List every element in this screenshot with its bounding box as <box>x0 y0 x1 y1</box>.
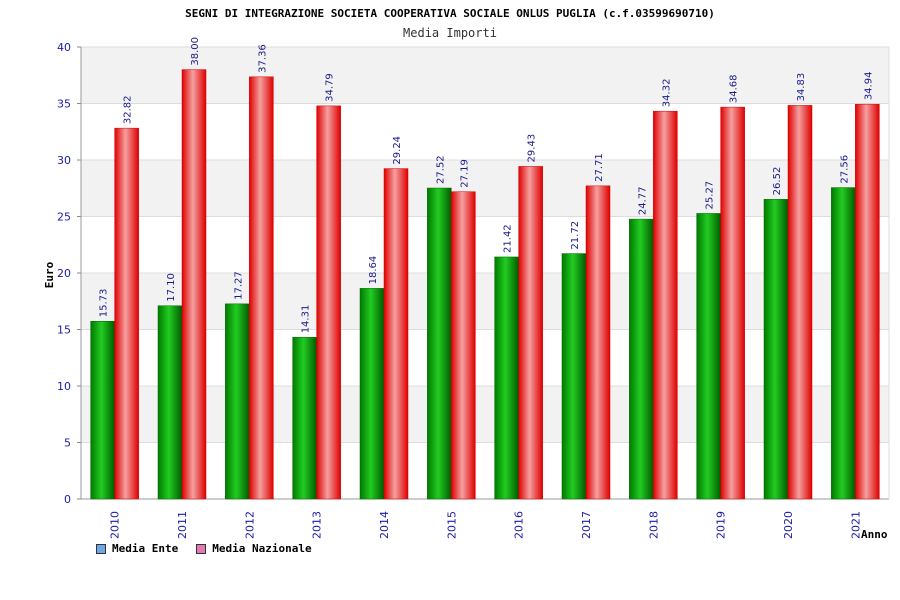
data-label-media-ente: 21.72 <box>570 221 581 250</box>
data-label-media-ente: 27.52 <box>435 155 446 184</box>
data-label-media-nazionale: 27.19 <box>459 159 470 188</box>
data-label-media-ente: 15.73 <box>99 289 110 318</box>
data-label-media-ente: 26.52 <box>772 167 783 196</box>
x-tick-label: 2016 <box>513 511 526 539</box>
bar-media-nazionale <box>720 106 745 500</box>
bar-media-nazionale <box>181 69 207 500</box>
bar-media-ente <box>763 199 789 500</box>
bar-media-ente <box>157 305 183 500</box>
bar-media-ente <box>359 288 385 500</box>
legend-item-nazionale: Media Nazionale <box>196 542 312 555</box>
data-label-media-nazionale: 34.83 <box>796 73 807 102</box>
data-label-media-ente: 27.56 <box>839 155 850 184</box>
y-axis-label: Euro <box>43 261 56 288</box>
grid-band <box>81 386 889 443</box>
data-label-media-ente: 18.64 <box>368 256 379 285</box>
bar-media-nazionale <box>518 166 543 500</box>
data-label-media-nazionale: 37.36 <box>257 44 268 73</box>
x-tick-label: 2018 <box>647 511 660 539</box>
legend-swatch-ente <box>96 543 106 554</box>
bar-media-nazionale <box>451 191 476 500</box>
bar-media-ente <box>629 218 654 500</box>
y-tick-label: 10 <box>57 380 71 393</box>
grid-band <box>81 273 889 330</box>
x-tick-label: 2015 <box>445 511 458 539</box>
data-label-media-ente: 24.77 <box>637 186 648 215</box>
x-tick-label: 2013 <box>311 511 324 539</box>
data-label-media-nazionale: 34.94 <box>863 72 874 101</box>
grid-band <box>81 160 889 217</box>
data-label-media-ente: 25.27 <box>705 181 716 210</box>
x-tick-label: 2011 <box>176 511 189 539</box>
bar-media-nazionale <box>114 127 139 500</box>
bar-media-nazionale <box>855 103 880 500</box>
bar-media-ente <box>696 213 721 500</box>
x-tick-label: 2010 <box>109 511 122 539</box>
y-tick-label: 40 <box>57 41 71 54</box>
x-tick-label: 2020 <box>782 511 795 539</box>
bar-media-ente <box>561 253 587 500</box>
data-label-media-nazionale: 29.24 <box>392 136 403 165</box>
x-tick-label: 2021 <box>849 511 862 539</box>
bar-media-nazionale <box>787 105 813 500</box>
data-label-media-nazionale: 29.43 <box>527 134 538 163</box>
data-label-media-nazionale: 34.79 <box>325 73 336 102</box>
data-label-media-ente: 17.10 <box>166 273 177 302</box>
legend: Media Ente Media Nazionale <box>96 542 312 555</box>
data-label-media-ente: 17.27 <box>233 271 244 300</box>
x-axis-label: Anno <box>861 528 888 541</box>
chart-title: SEGNI DI INTEGRAZIONE SOCIETA COOPERATIV… <box>185 7 715 20</box>
data-label-media-nazionale: 27.71 <box>594 153 605 182</box>
bar-media-ente <box>292 337 317 500</box>
bar-media-ente <box>225 303 250 500</box>
y-tick-label: 30 <box>57 154 71 167</box>
legend-label-ente: Media Ente <box>112 542 179 555</box>
bar-media-ente <box>831 187 856 500</box>
legend-label-nazionale: Media Nazionale <box>212 542 312 555</box>
plot-area: 0 5 10 15 20 25 30 35 40 15.73 32.82 2010 17.10 38.00… <box>57 37 890 539</box>
y-tick-label: 15 <box>57 324 71 337</box>
x-tick-label: 2012 <box>243 511 256 539</box>
bar-media-nazionale <box>316 105 341 500</box>
legend-swatch-nazionale <box>196 543 207 554</box>
y-tick-label: 0 <box>64 493 71 506</box>
bar-media-nazionale <box>585 185 611 500</box>
chart-subtitle: Media Importi <box>403 26 497 40</box>
bar-media-nazionale <box>383 168 409 500</box>
y-tick-label: 5 <box>64 437 71 450</box>
x-tick-label: 2014 <box>378 511 391 539</box>
bar-media-ente <box>90 321 115 500</box>
data-label-media-ente: 21.42 <box>503 224 514 253</box>
x-tick-label: 2019 <box>715 511 728 539</box>
y-tick-label: 20 <box>57 267 71 280</box>
grid-band <box>81 47 889 104</box>
data-label-media-nazionale: 38.00 <box>190 37 201 66</box>
x-tick-label: 2017 <box>580 511 593 539</box>
data-label-media-nazionale: 34.32 <box>661 79 672 108</box>
bar-media-nazionale <box>249 76 274 500</box>
legend-item-ente: Media Ente <box>96 542 178 555</box>
data-label-media-ente: 14.31 <box>301 305 312 334</box>
y-tick-label: 35 <box>57 98 71 111</box>
data-label-media-nazionale: 34.68 <box>729 74 740 103</box>
y-tick-label: 25 <box>57 211 71 224</box>
bar-media-ente <box>494 256 519 500</box>
bar-media-nazionale <box>653 110 678 500</box>
bar-media-ente <box>427 187 452 500</box>
data-label-media-nazionale: 32.82 <box>123 95 134 124</box>
